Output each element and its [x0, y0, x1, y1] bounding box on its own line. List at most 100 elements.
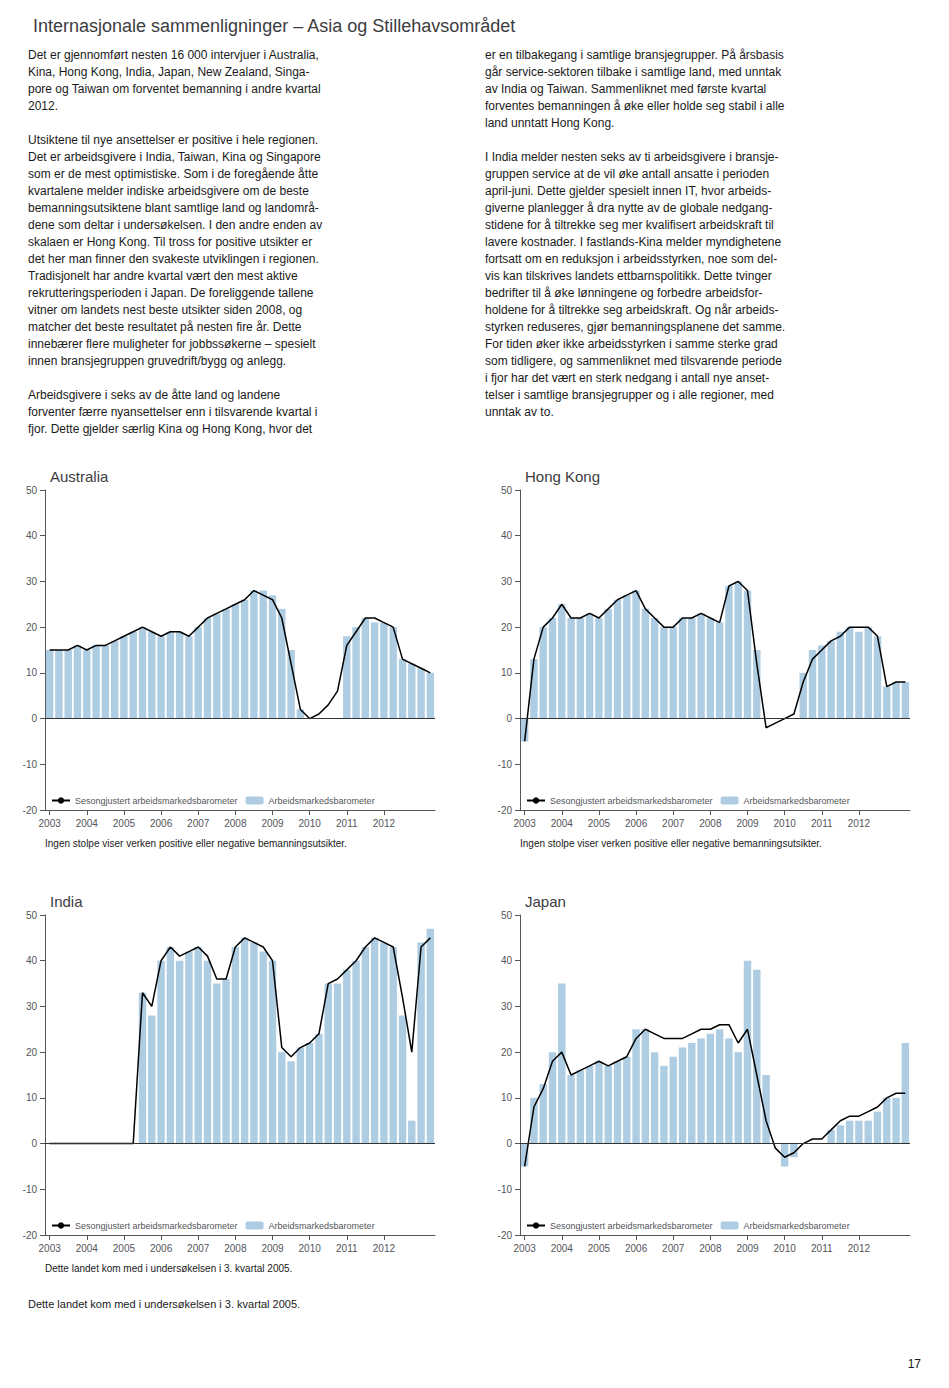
svg-text:2009: 2009	[736, 818, 759, 829]
svg-text:Sesongjustert arbeidsmarkedsba: Sesongjustert arbeidsmarkedsbarometer	[75, 1221, 238, 1231]
svg-text:pore og Taiwan om forventet be: pore og Taiwan om forventet bemanning i …	[28, 82, 321, 96]
svg-text:2006: 2006	[150, 818, 173, 829]
svg-text:2009: 2009	[261, 1243, 284, 1254]
svg-text:stidene for å tiltrekke seg me: stidene for å tiltrekke seg mer kvalifis…	[485, 218, 774, 232]
svg-text:-10: -10	[23, 1184, 38, 1195]
svg-text:Utsiktene til nye ansettelser: Utsiktene til nye ansettelser er positiv…	[28, 133, 318, 147]
svg-text:Sesongjustert arbeidsmarkedsba: Sesongjustert arbeidsmarkedsbarometer	[75, 796, 238, 806]
svg-text:2005: 2005	[113, 818, 136, 829]
svg-text:innebærer flere muligheter for: innebærer flere muligheter for jobbssøke…	[28, 337, 316, 351]
svg-text:50: 50	[501, 910, 513, 921]
svg-text:forventer færre nyansettelser: forventer færre nyansettelser enn i tils…	[28, 405, 317, 419]
svg-text:-20: -20	[498, 805, 513, 816]
svg-text:-20: -20	[23, 805, 38, 816]
svg-text:2012: 2012	[373, 818, 396, 829]
svg-text:2010: 2010	[299, 818, 322, 829]
svg-text:Kina, Hong Kong, India, Japan,: Kina, Hong Kong, India, Japan, New Zeala…	[28, 65, 310, 79]
svg-text:2011: 2011	[336, 1243, 358, 1254]
svg-text:0: 0	[506, 713, 512, 724]
svg-text:rekrutteringsperioden i Japan.: rekrutteringsperioden i Japan. De foreli…	[28, 286, 314, 300]
svg-text:-20: -20	[498, 1230, 513, 1241]
svg-text:For tiden øker ikke arbeidssty: For tiden øker ikke arbeidsstyrken i sam…	[485, 337, 778, 351]
svg-text:2005: 2005	[588, 1243, 611, 1254]
svg-text:20: 20	[26, 1047, 38, 1058]
svg-text:Arbeidsmarkedsbarometer: Arbeidsmarkedsbarometer	[269, 1221, 375, 1231]
svg-text:2011: 2011	[811, 818, 833, 829]
svg-text:40: 40	[501, 955, 513, 966]
svg-text:2008: 2008	[699, 818, 722, 829]
svg-text:som er de mest optimistiske. S: som er de mest optimistiske. Som i de fo…	[28, 167, 318, 181]
svg-text:holdene for å tiltrekke seg ar: holdene for å tiltrekke seg arbeidskraft…	[485, 303, 778, 317]
svg-text:2009: 2009	[736, 1243, 759, 1254]
svg-text:2004: 2004	[76, 818, 99, 829]
svg-text:2008: 2008	[699, 1243, 722, 1254]
svg-text:50: 50	[26, 485, 38, 496]
svg-text:unntak av to.: unntak av to.	[485, 405, 554, 419]
svg-text:0: 0	[31, 713, 37, 724]
svg-text:2012: 2012	[373, 1243, 396, 1254]
svg-text:skalaen er Hong Kong. Til tros: skalaen er Hong Kong. Til tross for posi…	[28, 235, 312, 249]
svg-text:2003: 2003	[39, 1243, 62, 1254]
svg-text:Arbeidsmarkedsbarometer: Arbeidsmarkedsbarometer	[744, 796, 850, 806]
svg-text:kvartalene melder indiske arbe: kvartalene melder indiske arbeidsgivere …	[28, 184, 309, 198]
svg-text:I India melder nesten seks av: I India melder nesten seks av ti arbeids…	[485, 150, 778, 164]
svg-text:er en tilbakegang i samtlige b: er en tilbakegang i samtlige bransjegrup…	[485, 48, 784, 62]
svg-text:vitner om landets nest beste u: vitner om landets nest beste utsikter si…	[28, 303, 302, 317]
svg-text:som tidligere, og sammenliknet: som tidligere, og sammenliknet med tilsv…	[485, 354, 782, 368]
svg-text:2010: 2010	[774, 1243, 797, 1254]
svg-text:Internasjonale sammenligninger: Internasjonale sammenligninger – Asia og…	[33, 16, 515, 36]
svg-text:forventes bemanningen å øke el: forventes bemanningen å øke eller holde …	[485, 99, 785, 113]
svg-text:fjor. Dette gjelder særlig Kin: fjor. Dette gjelder særlig Kina og Hong …	[28, 422, 313, 436]
svg-text:2008: 2008	[224, 818, 247, 829]
svg-text:10: 10	[501, 667, 513, 678]
svg-text:2011: 2011	[336, 818, 358, 829]
svg-text:lavere kostnader. I fastlands-: lavere kostnader. I fastlands-Kina melde…	[485, 235, 781, 249]
svg-text:30: 30	[501, 576, 513, 587]
svg-text:2012: 2012	[848, 818, 871, 829]
svg-text:går service-sektoren tilbake i: går service-sektoren tilbake i samtlige …	[485, 65, 782, 79]
svg-text:10: 10	[26, 1092, 38, 1103]
svg-text:40: 40	[501, 530, 513, 541]
svg-text:Australia: Australia	[50, 468, 109, 485]
svg-text:2012.: 2012.	[28, 99, 58, 113]
svg-text:2004: 2004	[551, 818, 574, 829]
svg-text:2007: 2007	[187, 818, 210, 829]
svg-text:gruppen service at de vil øke: gruppen service at de vil øke antall ans…	[485, 167, 769, 181]
svg-text:-10: -10	[498, 759, 513, 770]
svg-text:30: 30	[26, 576, 38, 587]
svg-text:2005: 2005	[588, 818, 611, 829]
svg-text:2007: 2007	[187, 1243, 210, 1254]
svg-text:Arbeidsmarkedsbarometer: Arbeidsmarkedsbarometer	[744, 1221, 850, 1231]
svg-text:30: 30	[501, 1001, 513, 1012]
svg-text:0: 0	[506, 1138, 512, 1149]
svg-text:matcher det beste resultatet p: matcher det beste resultatet på nesten f…	[28, 320, 302, 334]
svg-text:2011: 2011	[811, 1243, 833, 1254]
svg-text:fortsatt om en reduksjon i arb: fortsatt om en reduksjon i arbeidsstyrke…	[485, 252, 777, 266]
svg-text:Ingen stolpe viser verken posi: Ingen stolpe viser verken positive eller…	[520, 838, 822, 849]
svg-text:Det er arbeidsgivere i India,: Det er arbeidsgivere i India, Taiwan, Ki…	[28, 150, 321, 164]
svg-text:innen bransjegruppen gruvedrif: innen bransjegruppen gruvedrift/bygg og …	[28, 354, 286, 368]
svg-text:det her man finner den svakest: det her man finner den svakeste utviklin…	[28, 252, 319, 266]
svg-text:0: 0	[31, 1138, 37, 1149]
svg-text:Sesongjustert arbeidsmarkedsba: Sesongjustert arbeidsmarkedsbarometer	[550, 796, 713, 806]
svg-text:2003: 2003	[514, 1243, 537, 1254]
svg-text:land unntatt Hong Kong.: land unntatt Hong Kong.	[485, 116, 614, 130]
svg-text:Hong Kong: Hong Kong	[525, 468, 600, 485]
svg-text:2010: 2010	[299, 1243, 322, 1254]
svg-text:-10: -10	[23, 759, 38, 770]
svg-text:10: 10	[501, 1092, 513, 1103]
svg-text:-20: -20	[23, 1230, 38, 1241]
svg-text:Arbeidsmarkedsbarometer: Arbeidsmarkedsbarometer	[269, 796, 375, 806]
svg-text:50: 50	[501, 485, 513, 496]
svg-text:2004: 2004	[76, 1243, 99, 1254]
svg-text:2006: 2006	[150, 1243, 173, 1254]
svg-text:2009: 2009	[261, 818, 284, 829]
svg-text:vis kan tilskrives landets ett: vis kan tilskrives landets ettbarnspolit…	[485, 269, 772, 283]
svg-text:i fjor har det vært en sterk n: i fjor har det vært en sterk nedgang i a…	[485, 371, 769, 385]
svg-text:april-juni. Dette gjelder spes: april-juni. Dette gjelder spesielt innen…	[485, 184, 771, 198]
svg-text:2012: 2012	[848, 1243, 871, 1254]
svg-text:styrken reduseres, gjør bemann: styrken reduseres, gjør bemanningsplanen…	[485, 320, 785, 334]
svg-text:Det er gjennomført nesten 16 0: Det er gjennomført nesten 16 000 intervj…	[28, 48, 319, 62]
svg-text:2006: 2006	[625, 818, 648, 829]
svg-text:dene som deltar i undersøkelse: dene som deltar i undersøkelsen. I den a…	[28, 218, 322, 232]
